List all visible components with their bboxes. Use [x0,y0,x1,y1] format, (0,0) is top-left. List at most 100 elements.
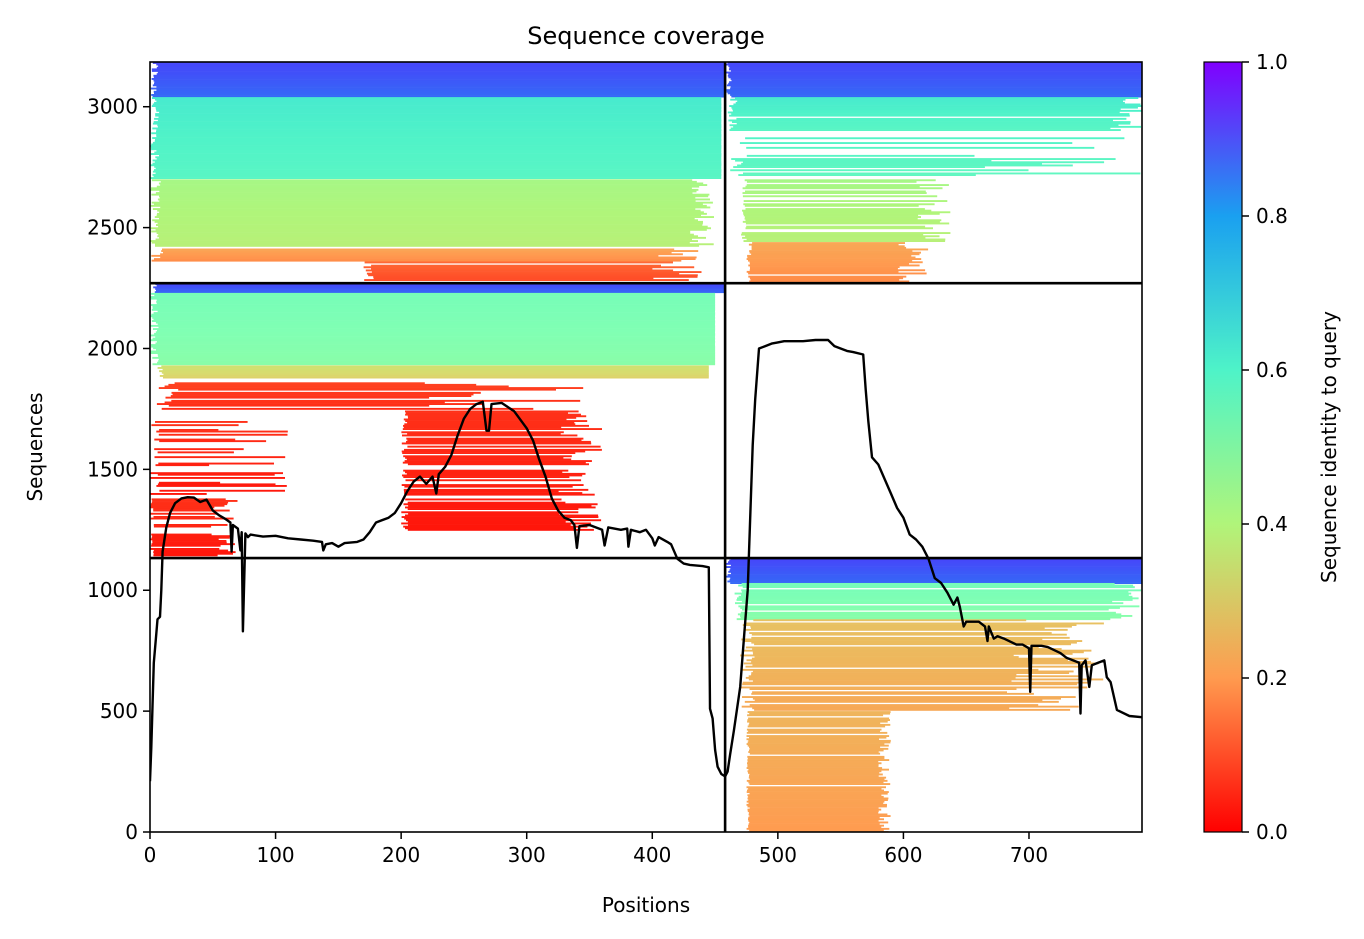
x-tick-label: 600 [884,843,922,867]
coverage-row [154,438,236,441]
coverage-row [160,184,708,186]
coverage-line-layer [150,338,1142,782]
coverage-row [730,94,1142,96]
coverage-row [741,705,1079,708]
coverage-row [153,516,215,518]
coverage-row [746,659,1068,662]
coverage-row [740,654,1014,657]
coverage-row [741,233,924,236]
coverage-row [748,795,884,798]
coverage-row [403,469,569,472]
coverage-row [158,182,704,185]
coverage-block [150,179,715,247]
coverage-row [728,82,1142,85]
coverage-row [743,640,1083,642]
coverage-row [748,717,890,720]
coverage-row [742,187,943,190]
x-tick-label: 0 [144,843,157,867]
coverage-row [150,472,283,475]
coverage-row [726,89,1142,92]
coverage-row [743,628,1068,631]
coverage-row [754,699,1043,702]
coverage-row [163,373,709,376]
coverage-row [151,313,716,316]
coverage-row [749,815,891,817]
coverage-row [158,433,288,436]
coverage-row [151,259,682,262]
coverage-row [407,520,566,523]
coverage-row [155,106,722,109]
coverage-row [156,299,716,302]
coverage-row [749,632,1052,634]
coverage-row [156,300,716,303]
coverage-row [401,450,586,453]
coverage-row [156,86,726,88]
coverage-row [748,723,891,726]
coverage-row [741,600,1113,603]
coverage-row [151,424,239,427]
colorbar-label: Sequence identity to query [1317,311,1341,583]
coverage-row [746,225,926,228]
coverage-row [751,692,1034,695]
coverage-row [749,250,913,252]
coverage-row [748,275,907,278]
coverage-row [161,371,709,374]
coverage-row [151,230,691,233]
coverage-line [150,338,1142,782]
coverage-row [403,525,588,528]
colorbar-tick-label: 0.2 [1256,666,1288,690]
coverage-row [156,185,700,188]
coverage-row [737,164,1073,167]
coverage-row [156,289,726,292]
coverage-row [155,243,714,246]
coverage-row [406,437,584,440]
coverage-row [731,79,1142,82]
coverage-row [748,816,880,819]
coverage-row [151,304,716,306]
coverage-block [741,179,951,242]
coverage-row [729,129,1121,131]
coverage-row [405,514,599,517]
coverage-row [150,339,716,342]
coverage-row [158,462,274,465]
coverage-row [406,472,586,475]
coverage-row [752,670,1074,673]
coverage-row [746,767,883,769]
coverage-row [153,312,716,314]
coverage-row [154,448,244,451]
coverage-row [748,771,880,774]
coverage-row [402,428,602,430]
coverage-row [156,100,722,103]
coverage-row [406,458,572,461]
coverage-row [746,803,887,806]
coverage-row [154,140,722,143]
coverage-row [728,73,1142,76]
coverage-row [738,595,1133,598]
coverage-row [155,321,716,324]
coverage-row [159,196,696,199]
coverage-row [155,244,700,247]
coverage-row [157,119,722,122]
coverage-row [152,127,722,130]
coverage-row [151,533,212,536]
coverage-row [748,819,879,822]
coverage-row [151,68,726,71]
y-tick-label: 1000 [87,578,138,602]
coverage-row [158,326,716,329]
coverage-row [156,348,716,351]
coverage-row [151,179,693,182]
coverage-row [747,789,884,792]
coverage-row [746,731,888,734]
coverage-row [162,248,675,251]
coverage-row [171,391,481,394]
coverage-row [736,117,1127,120]
x-axis-label: Positions [602,893,690,917]
coverage-row [742,608,1109,611]
coverage-row [745,646,1039,649]
coverage-row [748,243,899,246]
coverage-block [151,248,699,262]
coverage-row [749,749,884,752]
coverage-row [156,135,722,138]
coverage-row [406,440,591,443]
coverage-row [152,97,722,99]
